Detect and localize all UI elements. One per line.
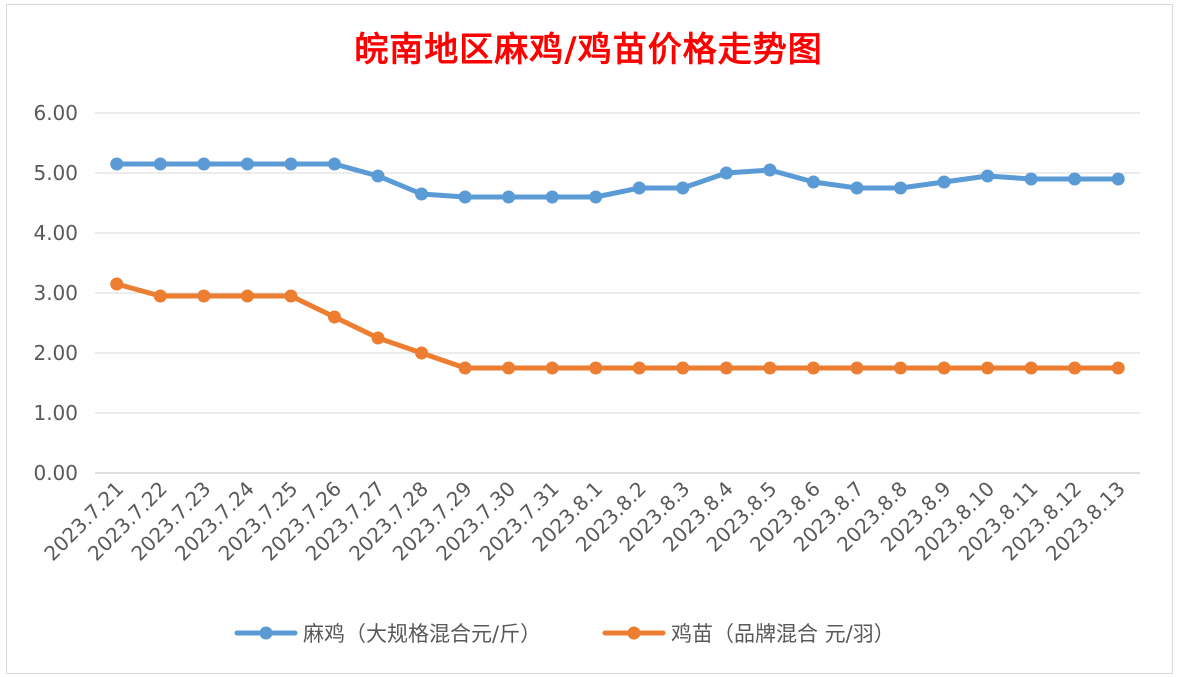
data-point [763, 163, 777, 177]
legend-label: 麻鸡（大规格混合元/斤） [303, 622, 541, 646]
data-point [676, 181, 690, 195]
data-point [284, 157, 298, 171]
data-point [327, 310, 341, 324]
data-point [415, 346, 429, 360]
data-point [153, 157, 167, 171]
data-point [850, 181, 864, 195]
chart-title: 皖南地区麻鸡/鸡苗价格走势图 [354, 30, 823, 70]
data-point [981, 169, 995, 183]
data-point [981, 361, 995, 375]
x-axis: 2023.7.212023.7.222023.7.232023.7.242023… [39, 477, 1129, 566]
y-tick-label: 6.00 [33, 101, 78, 125]
gridlines [95, 112, 1140, 474]
legend: 麻鸡（大规格混合元/斤） 鸡苗（品牌混合 元/羽） [234, 622, 895, 646]
data-point [458, 190, 472, 204]
data-point [894, 361, 908, 375]
data-point [110, 157, 124, 171]
data-point [719, 166, 733, 180]
data-point [545, 190, 559, 204]
data-point [327, 157, 341, 171]
chart-frame [6, 4, 1173, 674]
data-point [1024, 172, 1038, 186]
data-point [806, 175, 820, 189]
data-point [197, 157, 211, 171]
data-point [632, 361, 646, 375]
y-tick-label: 2.00 [33, 341, 78, 365]
data-point [1068, 172, 1082, 186]
data-point [110, 277, 124, 291]
data-point [763, 361, 777, 375]
data-point [937, 175, 951, 189]
data-point [502, 361, 516, 375]
data-point [1111, 361, 1125, 375]
data-point [240, 289, 254, 303]
data-point [371, 331, 385, 345]
y-tick-label: 4.00 [33, 221, 78, 245]
data-point [545, 361, 559, 375]
data-point [632, 181, 646, 195]
series-layer [110, 157, 1125, 375]
data-point [197, 289, 211, 303]
series-line-2 [114, 281, 1121, 371]
data-point [1068, 361, 1082, 375]
data-point [850, 361, 864, 375]
data-point [806, 361, 820, 375]
data-point [719, 361, 733, 375]
data-point [1111, 172, 1125, 186]
legend-label: 鸡苗（品牌混合 元/羽） [671, 622, 895, 646]
y-axis: 0.00 1.00 2.00 3.00 4.00 5.00 6.00 [33, 101, 78, 485]
series-line-1 [114, 161, 1121, 200]
data-point [284, 289, 298, 303]
data-point [1024, 361, 1038, 375]
y-tick-label: 5.00 [33, 161, 78, 185]
data-point [937, 361, 951, 375]
data-point [153, 289, 167, 303]
legend-swatch-marker [627, 626, 641, 640]
data-point [371, 169, 385, 183]
legend-swatch-marker [259, 626, 273, 640]
y-tick-label: 1.00 [33, 401, 78, 425]
data-point [589, 361, 603, 375]
data-point [415, 187, 429, 201]
data-point [502, 190, 516, 204]
data-point [894, 181, 908, 195]
y-tick-label: 0.00 [33, 461, 78, 485]
data-point [676, 361, 690, 375]
data-point [458, 361, 472, 375]
data-point [240, 157, 254, 171]
y-tick-label: 3.00 [33, 281, 78, 305]
data-point [589, 190, 603, 204]
